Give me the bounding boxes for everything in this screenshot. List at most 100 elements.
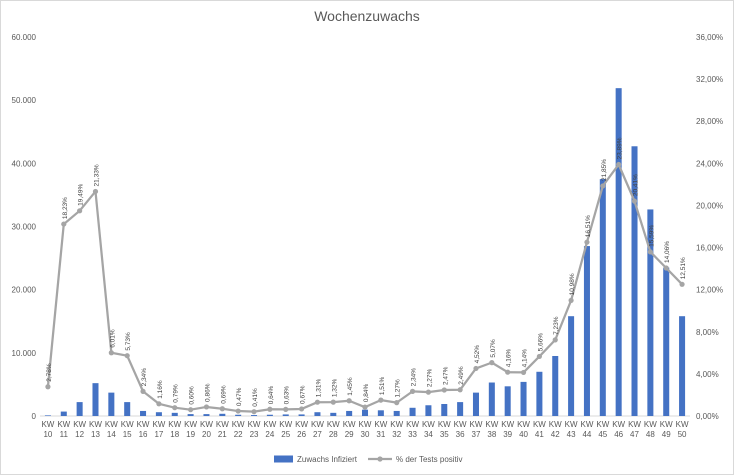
line-point	[489, 360, 495, 366]
data-label: 1,32%	[331, 378, 338, 397]
x-tick-label: KW 12	[73, 420, 86, 439]
bar	[124, 402, 131, 416]
legend-swatch-marker	[377, 456, 383, 462]
bar	[568, 316, 575, 416]
bar	[425, 405, 432, 416]
x-tick-label: KW 30	[359, 420, 372, 439]
data-label: 7,23%	[553, 316, 560, 335]
bar	[599, 179, 606, 416]
data-label: 21,85%	[601, 159, 608, 181]
x-tick-label: KW 36	[454, 420, 467, 439]
bar	[346, 410, 353, 416]
legend-label-bar: Zuwachs Infiziert	[297, 455, 358, 464]
line-point	[409, 388, 416, 394]
line-point	[679, 281, 685, 287]
bar	[504, 386, 511, 416]
x-tick-label: KW 21	[216, 420, 229, 439]
x-tick-label: KW 19	[184, 420, 197, 439]
line-point	[314, 399, 321, 405]
y-right-tick-label: 36,00%	[696, 33, 723, 42]
line-point	[362, 404, 368, 410]
legend-swatch-bar	[274, 455, 293, 463]
data-label: 0,41%	[252, 388, 259, 407]
x-tick-label: KW 22	[232, 420, 245, 439]
line-point	[267, 406, 273, 412]
x-tick-label: KW 35	[438, 420, 451, 439]
line-series	[45, 161, 685, 415]
line-point	[77, 208, 83, 214]
x-tick-label: KW 24	[263, 420, 276, 439]
bar	[488, 382, 495, 416]
legend: Zuwachs Infiziert % der Tests positiv	[274, 455, 463, 464]
line-point	[631, 198, 638, 204]
bar	[583, 246, 590, 416]
line-point	[568, 297, 574, 304]
x-tick-label: KW 10	[41, 420, 54, 439]
bar	[76, 402, 83, 416]
data-label: 2,34%	[411, 368, 418, 387]
line-point	[298, 406, 305, 412]
bar	[631, 146, 638, 417]
data-label: 0,86%	[204, 383, 211, 402]
data-label: 2,47%	[442, 366, 449, 385]
x-tick-label: KW 38	[485, 420, 498, 439]
data-label: 0,47%	[236, 387, 243, 406]
bar	[187, 414, 194, 416]
x-tick-label: KW 32	[390, 420, 403, 439]
y-right-tick-label: 16,00%	[696, 244, 723, 253]
bar	[155, 412, 162, 416]
data-label: 16,51%	[585, 215, 592, 237]
line-point	[552, 337, 558, 343]
bar	[44, 415, 51, 416]
data-label: 4,52%	[474, 345, 481, 364]
data-label: 2,34%	[141, 368, 148, 387]
x-tick-label: KW 44	[581, 420, 594, 439]
line-point	[251, 409, 257, 415]
x-tick-label: KW 29	[343, 420, 356, 439]
data-label: 4,14%	[522, 349, 529, 368]
bar	[108, 392, 115, 416]
data-label: 0,84%	[363, 384, 370, 403]
data-label: 2,27%	[426, 368, 433, 387]
bar	[663, 267, 670, 416]
bar	[393, 410, 400, 416]
x-tick-label: KW 46	[612, 420, 625, 439]
axes: 0 10.000 20.000 30.000 40.000 50.000 60.000 0,0…	[12, 33, 724, 439]
x-tick-label: KW 43	[565, 420, 578, 439]
legend-label-line: % der Tests positiv	[396, 455, 463, 464]
bar	[203, 414, 210, 416]
x-tick-label: KW 40	[517, 420, 530, 439]
data-label: 1,45%	[347, 377, 354, 396]
bar	[235, 414, 242, 416]
data-label: 1,16%	[157, 380, 164, 399]
line-point	[394, 400, 400, 406]
y-left-tick-label: 20.000	[12, 286, 37, 295]
bar	[615, 88, 622, 416]
x-tick-label: KW 13	[89, 420, 102, 439]
data-label: 0,63%	[284, 386, 291, 405]
y-left-tick-label: 60.000	[12, 33, 37, 42]
data-label: 18,23%	[62, 197, 69, 219]
x-tick-label: KW 41	[533, 420, 546, 439]
x-tick-label: KW 42	[549, 420, 562, 439]
line-point	[156, 401, 162, 407]
line-point	[188, 407, 194, 413]
x-tick-label: KW 20	[200, 420, 213, 439]
x-tick-label: KW 39	[501, 420, 514, 439]
x-tick-label: KW 33	[406, 420, 419, 439]
y-right-tick-label: 20,00%	[696, 201, 723, 210]
x-tick-label: KW 31	[374, 420, 387, 439]
data-label: 1,31%	[315, 379, 322, 398]
data-label: 2,49%	[458, 366, 465, 385]
x-tick-label: KW 17	[152, 420, 165, 439]
x-tick-label: KW 16	[137, 420, 150, 439]
data-label: 10,98%	[569, 273, 576, 295]
bar	[92, 383, 99, 416]
line-point	[203, 404, 210, 410]
bar	[552, 355, 559, 416]
data-label: 14,06%	[664, 241, 671, 263]
data-label: 21,33%	[93, 164, 100, 186]
line-point	[457, 387, 463, 393]
